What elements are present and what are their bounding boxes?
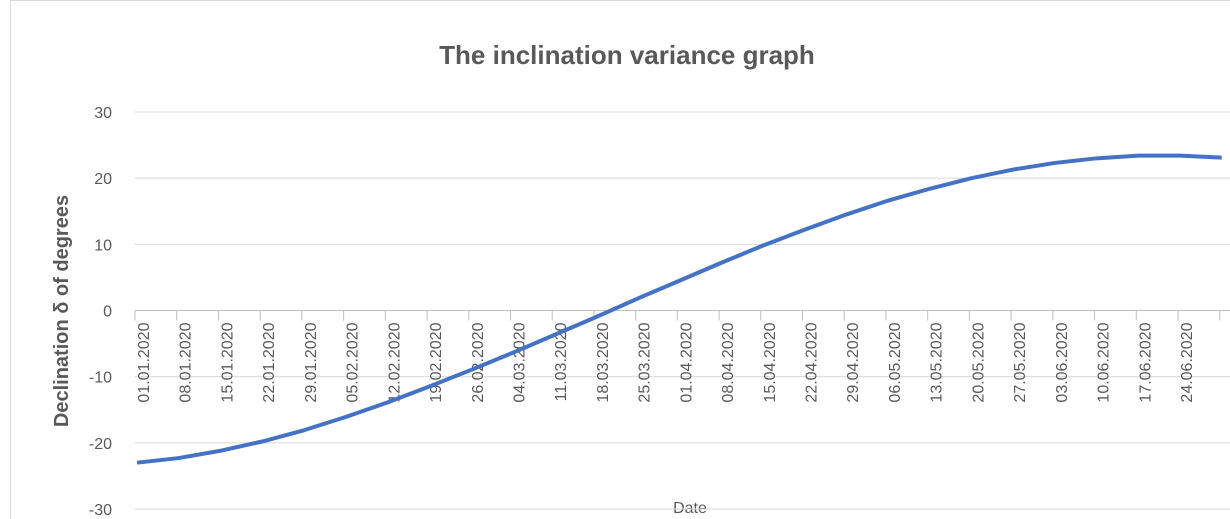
x-tick-label: 19.02.2020 — [428, 322, 445, 402]
x-tick-label: 29.01.2020 — [303, 322, 320, 402]
x-tick-label: 04.03.2020 — [511, 322, 528, 402]
y-tick-label: -10 — [89, 370, 112, 387]
y-tick-label: 10 — [94, 237, 112, 254]
y-tick-label: -30 — [89, 502, 112, 519]
x-tick-label: 13.05.2020 — [929, 322, 946, 402]
x-tick-label: 08.01.2020 — [178, 322, 195, 402]
y-axis-label: Declination δ of degrees — [51, 195, 73, 427]
chart-title: The inclination variance graph — [439, 40, 815, 70]
x-tick-label: 22.04.2020 — [804, 322, 821, 402]
y-tick-label: 20 — [94, 171, 112, 188]
y-tick-label: 30 — [94, 105, 112, 122]
x-tick-label: 20.05.2020 — [970, 322, 987, 402]
y-tick-label: -20 — [89, 436, 112, 453]
x-tick-label: 26.02.2020 — [470, 322, 487, 402]
chart-border — [10, 0, 1230, 519]
x-tick-label: 11.03.2020 — [553, 322, 570, 401]
x-tick-label: 25.03.2020 — [637, 322, 654, 402]
x-tick-label: 08.04.2020 — [720, 322, 737, 402]
x-tick-label: 05.02.2020 — [345, 322, 362, 402]
x-tick-label: 27.05.2020 — [1012, 322, 1029, 402]
x-tick-label: 01.04.2020 — [678, 322, 695, 402]
x-tick-label: 12.02.2020 — [386, 322, 403, 402]
y-tick-label: 0 — [103, 304, 112, 321]
x-tick-label: 06.05.2020 — [887, 322, 904, 402]
x-tick-label: 01.01.2020 — [136, 322, 153, 402]
x-tick-label: 03.06.2020 — [1054, 322, 1071, 402]
x-tick-label: 24.06.2020 — [1179, 322, 1196, 402]
x-tick-label: 22.01.2020 — [261, 322, 278, 402]
x-tick-label: 15.04.2020 — [762, 322, 779, 402]
x-tick-label: 29.04.2020 — [845, 322, 862, 402]
x-tick-label: 18.03.2020 — [595, 322, 612, 402]
line-series — [136, 153, 1222, 465]
x-tick-label: 10.06.2020 — [1096, 322, 1113, 402]
x-tick-label: 17.06.2020 — [1137, 322, 1154, 402]
x-tick-label: 15.01.2020 — [219, 322, 236, 402]
